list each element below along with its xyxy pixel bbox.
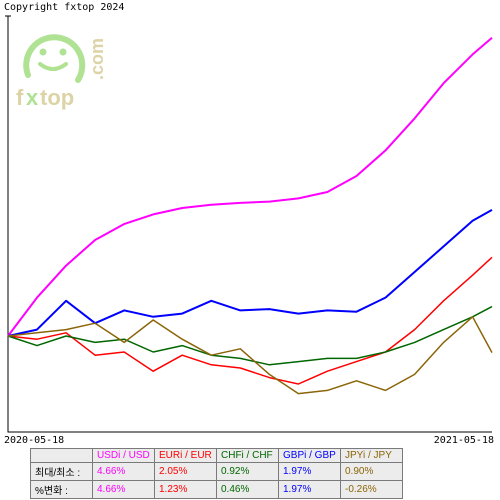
legend-cell: 2.05%	[155, 463, 217, 481]
x-axis-start-label: 2020-05-18	[4, 435, 64, 446]
legend-cell: 1.23%	[155, 481, 217, 499]
x-axis-end-label: 2021-05-18	[434, 435, 494, 446]
line-chart	[4, 14, 494, 434]
legend-cell: 4.66%	[93, 481, 155, 499]
series-line	[8, 307, 492, 365]
legend-cell: 4.66%	[93, 463, 155, 481]
copyright-text: Copyright fxtop 2024	[4, 2, 124, 13]
series-line	[8, 317, 492, 394]
legend-header: GBPi / GBP	[279, 449, 341, 463]
legend-header: USDi / USD	[93, 449, 155, 463]
legend-cell: 1.97%	[279, 463, 341, 481]
legend-cell: 1.97%	[279, 481, 341, 499]
series-line	[8, 257, 492, 384]
legend-table: USDi / USDEURi / EURCHFi / CHFGBPi / GBP…	[30, 448, 403, 499]
series-line	[8, 38, 492, 336]
series-line	[8, 210, 492, 336]
legend-header: CHFi / CHF	[217, 449, 279, 463]
legend-row-label: %변화 :	[31, 481, 93, 499]
legend-row-label: 최대/최소 :	[31, 463, 93, 481]
legend-corner	[31, 449, 93, 463]
legend-cell: 0.92%	[217, 463, 279, 481]
legend-header: JPYi / JPY	[341, 449, 403, 463]
legend-cell: 0.46%	[217, 481, 279, 499]
legend-cell: -0.26%	[341, 481, 403, 499]
legend-cell: 0.90%	[341, 463, 403, 481]
legend-header: EURi / EUR	[155, 449, 217, 463]
